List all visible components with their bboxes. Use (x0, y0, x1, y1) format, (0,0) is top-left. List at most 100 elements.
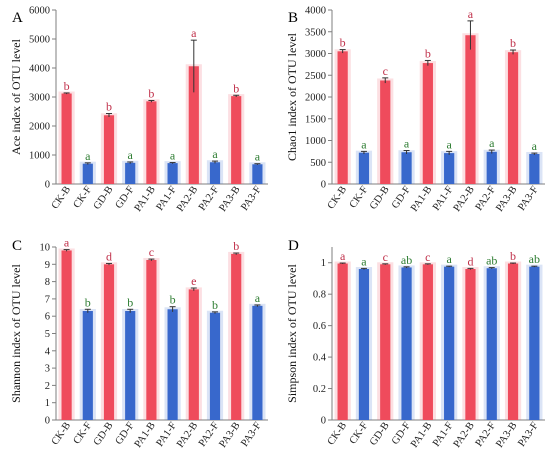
y-tick-label: 0.2 (313, 384, 326, 395)
x-tick-label: GD-B (92, 420, 116, 447)
y-axis-label: Ace index of OTU level (9, 38, 23, 155)
y-tick-label: 6000 (29, 6, 50, 17)
x-tick-label: PA1-B (133, 420, 158, 449)
significance-letter: b (64, 79, 70, 93)
bar-pa1-b (422, 264, 433, 420)
bar-ck-f (82, 311, 93, 420)
significance-letter: a (212, 147, 218, 161)
y-tick-label: 0 (45, 416, 50, 427)
y-tick-label: 4000 (29, 64, 50, 75)
y-tick-label: 5 (45, 329, 50, 340)
significance-letter: a (64, 236, 70, 250)
y-tick-label: 0.4 (313, 353, 327, 364)
x-tick-label: PA1-B (409, 420, 434, 449)
bar-pa2-f (486, 151, 497, 184)
x-tick-label: PA2-B (452, 420, 477, 449)
bar-gd-f (125, 162, 136, 184)
y-tick-label: 3 (45, 364, 50, 375)
panel-letter: A (12, 10, 23, 26)
bar-ck-f (82, 163, 93, 184)
x-tick-label: PA2-B (175, 420, 200, 449)
significance-letter: e (191, 274, 196, 288)
y-tick-label: 4 (45, 346, 51, 357)
bar-pa3-f (529, 266, 540, 420)
panel-a: A Ace index of OTU level 0 1000 2000 3000 4000… (9, 6, 268, 214)
significance-letter: b (106, 100, 112, 114)
bar-gd-f (125, 311, 136, 420)
bar-pa2-f (209, 312, 221, 420)
significance-letter: b (127, 295, 133, 309)
bar-pa1-f (444, 153, 455, 184)
significance-letter: a (191, 26, 197, 40)
significance-letter: a (532, 139, 538, 153)
significance-letter: a (489, 136, 495, 150)
x-tick-label: PA3-F (516, 420, 541, 449)
bar-pa1-b (422, 63, 433, 184)
x-tick-label: GD-B (368, 420, 392, 447)
y-tick-label: 2000 (29, 122, 50, 133)
bar-pa3-b (231, 96, 242, 184)
bar-gd-b (103, 264, 115, 420)
y-tick-label: 0 (45, 180, 50, 191)
y-tick-label: 7 (45, 294, 50, 305)
bar-pa2-b (465, 35, 476, 185)
significance-letter: a (446, 252, 452, 266)
significance-letter: b (233, 239, 239, 253)
x-tick-label: CK-F (348, 420, 371, 446)
significance-letter: a (85, 149, 91, 163)
significance-letter: b (148, 86, 154, 100)
y-tick-label: 2000 (305, 93, 326, 104)
y-tick-label: 0.8 (313, 290, 326, 301)
significance-letter: b (85, 295, 91, 309)
y-tick-label: 3500 (305, 27, 326, 38)
bar-pa1-f (444, 266, 455, 420)
bar-pa3-f (252, 164, 263, 184)
y-tick-label: 2 (45, 381, 50, 392)
y-tick-label: 0 (321, 180, 326, 191)
bar-pa2-f (209, 162, 221, 184)
significance-letter: a (446, 137, 452, 151)
significance-letter: ab (486, 254, 497, 268)
x-tick-label: PA1-B (133, 184, 158, 213)
bar-ck-b (61, 250, 72, 420)
bar-gd-b (380, 264, 391, 420)
bar-ck-b (61, 93, 72, 184)
x-tick-label: PA3-F (239, 420, 264, 449)
x-tick-label: GD-B (368, 184, 392, 211)
bar-pa2-b (465, 269, 476, 420)
bar-ck-b (337, 51, 348, 185)
x-tick-label: CK-B (326, 420, 349, 447)
bar-pa3-b (507, 52, 519, 184)
significance-letter: b (233, 81, 239, 95)
significance-letter: a (128, 148, 134, 162)
bar-pa3-f (529, 153, 540, 184)
panel-letter: D (288, 238, 299, 254)
y-tick-label: 5000 (29, 35, 50, 46)
bar-pa1-f (167, 163, 178, 184)
y-tick-label: 500 (310, 158, 326, 169)
panel-b: B Chao1 index of OTU level 0 500 1000 1500 200… (285, 6, 545, 214)
x-tick-label: PA3-B (494, 420, 519, 449)
significance-letter: b (212, 298, 218, 312)
bar-gd-f (401, 152, 412, 184)
x-tick-label: PA3-B (217, 420, 242, 449)
y-tick-label: 0.6 (313, 321, 326, 332)
significance-letter: d (467, 254, 473, 268)
x-tick-label: PA1-B (409, 184, 434, 213)
x-tick-label: PA3-B (494, 184, 519, 213)
bar-gd-b (380, 80, 391, 184)
bar-pa1-b (146, 259, 157, 420)
bar-pa2-f (486, 268, 497, 420)
significance-letter: a (255, 150, 261, 164)
significance-letter: a (340, 249, 346, 263)
y-tick-label: 4000 (305, 6, 326, 17)
significance-letter: b (425, 46, 431, 60)
bar-ck-f (358, 152, 370, 184)
y-tick-label: 3000 (29, 93, 50, 104)
significance-letter: c (149, 245, 154, 259)
y-axis-label: Chao1 index of OTU level (285, 32, 299, 161)
significance-letter: a (255, 291, 261, 305)
y-tick-label: 1 (45, 398, 50, 409)
y-tick-label: 2500 (305, 71, 326, 82)
y-tick-label: 0 (321, 416, 326, 427)
